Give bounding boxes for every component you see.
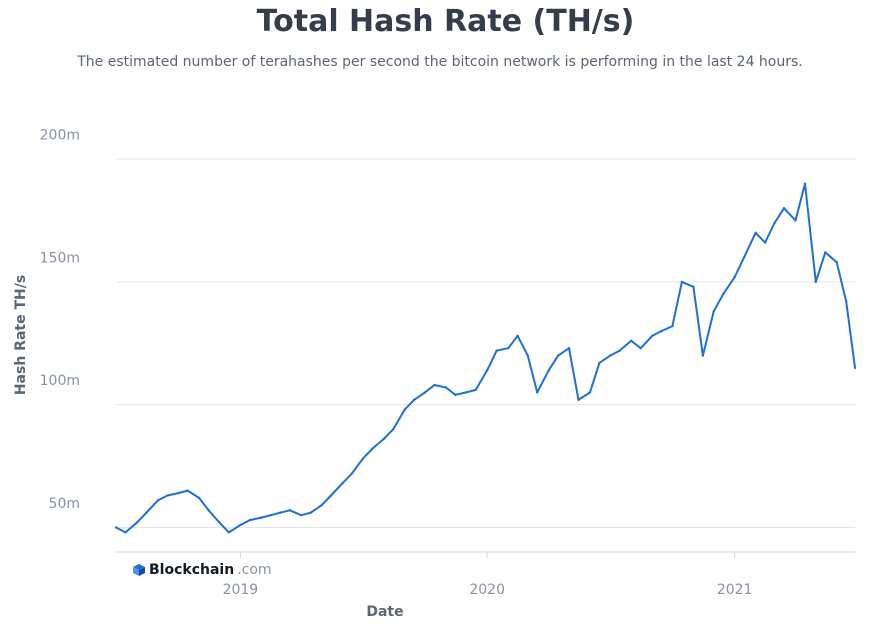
data-point-2020-07-15 bbox=[618, 349, 621, 352]
y-axis-label: Hash Rate TH/s bbox=[13, 275, 29, 395]
data-point-2018-10-01 bbox=[177, 491, 180, 495]
chart-subtitle: The estimated number of terahashes per s… bbox=[77, 54, 803, 70]
data-point-2019-04-15 bbox=[309, 511, 312, 514]
data-point-2021-06-15 bbox=[845, 300, 848, 303]
data-point-2019-09-01 bbox=[403, 408, 406, 411]
data-point-2020-01-15 bbox=[495, 349, 498, 352]
data-point-2020-08-15 bbox=[639, 346, 642, 350]
x-tick-label-2020: 2020 bbox=[469, 582, 505, 598]
x-tick-label-2019: 2019 bbox=[223, 582, 259, 598]
data-point-2019-08-01 bbox=[382, 437, 385, 441]
data-point-2020-08-01 bbox=[630, 339, 633, 343]
data-point-2019-10-15 bbox=[433, 383, 436, 387]
data-point-2019-09-15 bbox=[412, 398, 416, 401]
data-point-2019-06-15 bbox=[350, 472, 354, 475]
data-point-2019-01-01 bbox=[239, 523, 242, 527]
data-point-2019-11-15 bbox=[454, 393, 457, 397]
data-point-2021-06-28 bbox=[853, 366, 857, 370]
data-point-2019-02-01 bbox=[260, 516, 263, 519]
data-point-2021-01-15 bbox=[742, 256, 746, 259]
data-point-2020-02-01 bbox=[506, 346, 510, 350]
x-tick-label-2021: 2021 bbox=[717, 582, 753, 598]
data-point-2019-07-15 bbox=[371, 447, 374, 451]
data-point-2020-06-15 bbox=[598, 361, 601, 365]
data-point-2019-02-15 bbox=[269, 513, 273, 517]
data-point-2018-09-15 bbox=[166, 494, 169, 497]
data-point-2020-05-01 bbox=[567, 346, 571, 350]
data-point-2020-09-01 bbox=[650, 334, 654, 338]
data-point-2018-08-15 bbox=[145, 511, 148, 514]
blockchain-watermark: Blockchain .com bbox=[132, 562, 272, 578]
data-point-2019-06-01 bbox=[341, 482, 344, 485]
data-point-2021-05-15 bbox=[824, 251, 827, 254]
data-point-2020-09-15 bbox=[660, 329, 663, 333]
data-point-2019-12-01 bbox=[465, 391, 468, 394]
y-tick-label-50m: 50m bbox=[49, 496, 80, 512]
data-point-2021-01-01 bbox=[733, 275, 736, 279]
y-tick-label-150m: 150m bbox=[40, 250, 80, 266]
data-point-2020-05-15 bbox=[577, 398, 580, 401]
data-point-2021-03-01 bbox=[773, 221, 776, 225]
data-point-2019-01-15 bbox=[248, 518, 252, 522]
data-point-2020-04-15 bbox=[556, 354, 560, 357]
watermark-brand: Blockchain bbox=[149, 562, 235, 578]
watermark-suffix: .com bbox=[237, 562, 272, 578]
x-axis-label: Date bbox=[366, 604, 403, 620]
data-point-2020-06-01 bbox=[588, 391, 592, 394]
data-point-2021-06-01 bbox=[835, 261, 838, 264]
data-point-2020-07-01 bbox=[609, 354, 612, 357]
data-point-2018-09-01 bbox=[156, 499, 160, 502]
data-point-2018-11-01 bbox=[197, 496, 201, 500]
data-point-2021-05-01 bbox=[814, 280, 817, 284]
data-point-2020-03-01 bbox=[526, 354, 529, 357]
data-point-2018-07-15 bbox=[124, 531, 127, 534]
data-point-2021-02-01 bbox=[754, 231, 757, 234]
data-point-2020-10-01 bbox=[671, 324, 674, 328]
data-point-2019-03-15 bbox=[288, 509, 291, 512]
data-point-2021-04-01 bbox=[794, 219, 797, 222]
data-point-2020-04-01 bbox=[547, 369, 550, 372]
data-point-2020-02-15 bbox=[516, 334, 519, 338]
data-point-2018-11-15 bbox=[207, 509, 210, 512]
data-point-2018-07-01 bbox=[114, 526, 118, 529]
series-line-0 bbox=[115, 182, 856, 534]
data-point-2020-01-01 bbox=[485, 369, 489, 372]
chart-title: Total Hash Rate (TH/s) bbox=[256, 4, 635, 39]
data-point-2019-03-01 bbox=[279, 511, 282, 514]
data-point-2018-08-01 bbox=[135, 521, 139, 524]
data-point-2020-03-15 bbox=[536, 391, 539, 394]
data-point-2020-12-01 bbox=[712, 310, 715, 313]
data-point-2020-12-15 bbox=[721, 292, 725, 296]
data-point-2019-11-01 bbox=[444, 386, 448, 389]
data-point-2019-05-01 bbox=[320, 504, 323, 507]
data-point-2021-02-15 bbox=[763, 241, 767, 244]
data-point-2019-08-15 bbox=[392, 428, 395, 431]
blockchain-logo-icon bbox=[133, 564, 145, 576]
y-tick-label-100m: 100m bbox=[40, 373, 80, 389]
data-point-2019-05-15 bbox=[329, 494, 333, 497]
data-point-2019-04-01 bbox=[300, 513, 303, 517]
data-point-2020-10-15 bbox=[680, 280, 684, 284]
data-point-2020-11-01 bbox=[692, 285, 695, 288]
y-tick-label-200m: 200m bbox=[40, 128, 80, 144]
data-point-2018-10-15 bbox=[186, 489, 189, 492]
data-point-2021-04-15 bbox=[803, 182, 807, 185]
data-point-2019-07-01 bbox=[361, 457, 364, 460]
data-point-2018-12-01 bbox=[218, 521, 221, 524]
data-point-2021-03-15 bbox=[782, 207, 786, 210]
data-point-2018-12-15 bbox=[227, 531, 231, 534]
data-point-2019-10-01 bbox=[423, 391, 427, 394]
data-point-2020-11-15 bbox=[701, 354, 705, 357]
data-point-2019-12-15 bbox=[474, 388, 477, 392]
